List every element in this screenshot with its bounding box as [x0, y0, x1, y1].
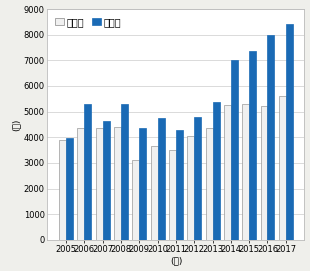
- Bar: [103, 121, 110, 240]
- Bar: [286, 24, 293, 240]
- Y-axis label: (円): (円): [12, 118, 21, 131]
- Bar: [139, 128, 146, 240]
- Bar: [242, 104, 249, 240]
- Bar: [231, 60, 238, 240]
- Bar: [249, 51, 256, 240]
- Bar: [176, 130, 183, 240]
- Bar: [268, 35, 274, 240]
- Bar: [96, 128, 103, 240]
- Bar: [187, 136, 194, 240]
- Bar: [151, 146, 157, 240]
- Bar: [157, 118, 165, 240]
- Bar: [169, 150, 176, 240]
- Bar: [132, 160, 139, 240]
- Bar: [206, 128, 213, 240]
- Bar: [84, 104, 91, 240]
- Bar: [78, 128, 84, 240]
- Bar: [59, 140, 66, 240]
- Bar: [194, 117, 201, 240]
- Bar: [213, 102, 219, 240]
- Legend: 産業計, 建設業: 産業計, 建設業: [52, 14, 125, 30]
- Bar: [121, 104, 128, 240]
- Bar: [66, 137, 73, 240]
- Bar: [260, 107, 268, 240]
- Bar: [279, 96, 286, 240]
- Bar: [114, 127, 121, 240]
- Bar: [224, 105, 231, 240]
- X-axis label: (年): (年): [170, 256, 182, 265]
